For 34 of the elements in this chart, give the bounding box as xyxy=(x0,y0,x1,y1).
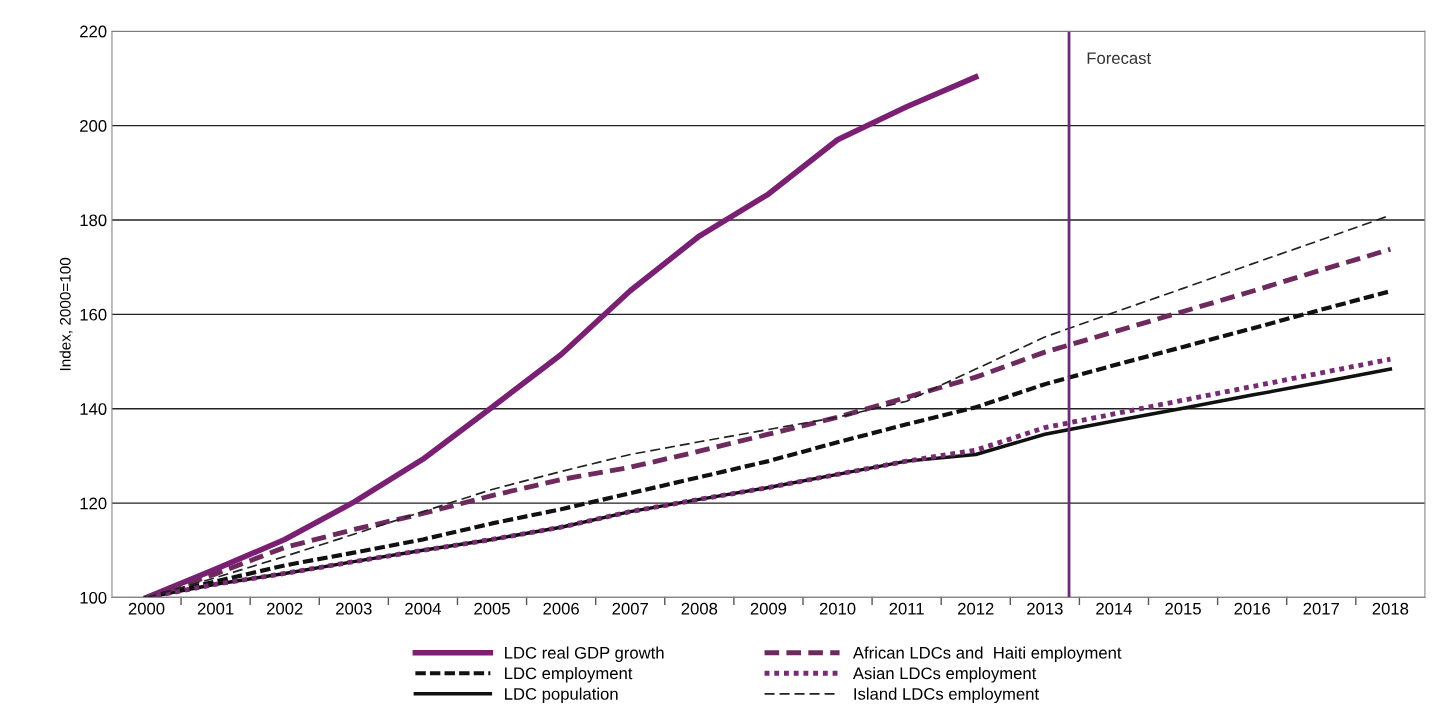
y-tick-label: 180 xyxy=(80,214,107,227)
x-tick-label: 2005 xyxy=(474,602,510,615)
legend-label: African LDCs and Haiti employment xyxy=(852,646,1122,663)
ref-line-label: Forecast xyxy=(1087,52,1152,65)
x-tick-label: 2004 xyxy=(405,602,441,615)
y-tick-label: 160 xyxy=(80,308,107,321)
x-tick-label: 2000 xyxy=(128,602,165,615)
y-tick-label: 100 xyxy=(80,591,107,604)
x-tick-label: 2014 xyxy=(1096,602,1133,615)
x-tick-label: 2017 xyxy=(1303,602,1339,615)
legend-label: LDC employment xyxy=(505,667,633,683)
x-tick-label: 2002 xyxy=(267,602,303,615)
y-tick-label: 220 xyxy=(80,25,107,38)
x-tick-label: 2013 xyxy=(1027,602,1063,615)
x-tick-label: 2007 xyxy=(612,602,648,615)
y-tick-label: 120 xyxy=(80,497,107,510)
x-tick-label: 2018 xyxy=(1372,602,1409,615)
y-tick-label: 140 xyxy=(80,403,107,415)
x-tick-label: 2008 xyxy=(681,602,718,615)
y-axis-title: Index, 2000=100 xyxy=(59,257,73,371)
x-tick-label: 2006 xyxy=(543,602,579,615)
legend-label: LDC population xyxy=(505,687,618,704)
legend-label: LDC real GDP growth xyxy=(505,646,664,663)
y-tick-label: 200 xyxy=(80,120,107,132)
legend-label: Asian LDCs employment xyxy=(852,667,1037,683)
x-tick-label: 2009 xyxy=(750,602,787,615)
x-tick-label: 2016 xyxy=(1234,602,1270,615)
x-tick-label: 2015 xyxy=(1165,602,1201,615)
x-tick-label: 2003 xyxy=(336,602,372,615)
x-tick-label: 2010 xyxy=(819,602,856,615)
legend-label: Island LDCs employment xyxy=(854,687,1039,704)
x-tick-label: 2001 xyxy=(197,602,234,615)
x-tick-label: 2012 xyxy=(958,602,994,615)
x-tick-label: 2011 xyxy=(889,602,924,615)
